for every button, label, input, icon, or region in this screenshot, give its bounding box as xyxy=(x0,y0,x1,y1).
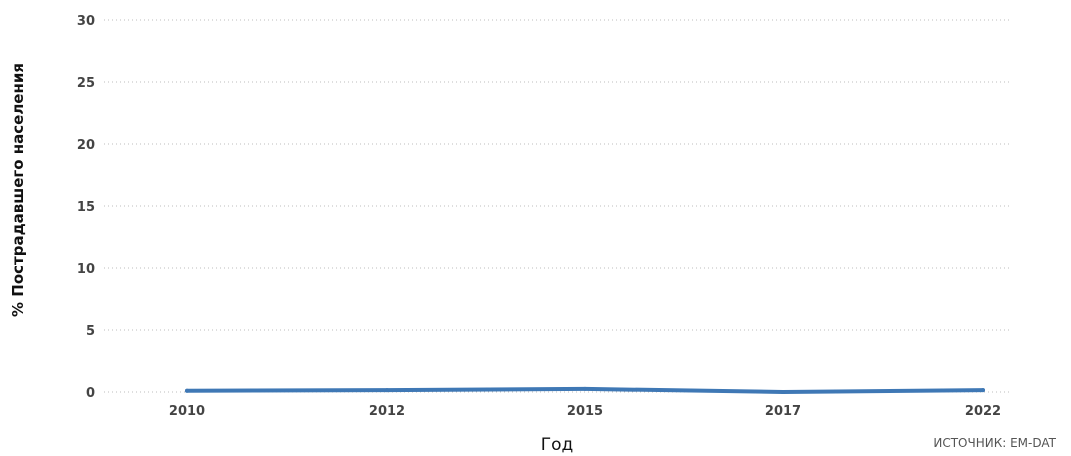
y-tick-label: 10 xyxy=(77,262,95,277)
y-tick-label: 0 xyxy=(86,386,95,401)
y-tick-label: 20 xyxy=(77,138,95,153)
data-point xyxy=(781,390,785,394)
y-axis-title: % Пострадавшего населения xyxy=(9,63,27,317)
series-layer xyxy=(185,386,985,394)
x-axis-title: Год xyxy=(541,435,574,455)
y-tick-label: 15 xyxy=(77,200,95,215)
data-point xyxy=(385,388,389,393)
x-tick-label: 2010 xyxy=(169,404,205,419)
data-point xyxy=(185,388,189,393)
x-tick-label: 2015 xyxy=(567,404,603,419)
y-tick-label: 25 xyxy=(77,76,95,91)
x-tick-label: 2012 xyxy=(369,404,405,419)
gridlines xyxy=(104,19,1012,393)
source-note: ИСТОЧНИК: EM-DAT xyxy=(933,436,1056,450)
y-axis-ticks: 0 5 10 15 20 25 30 xyxy=(77,14,95,401)
y-tick-label: 5 xyxy=(86,324,95,339)
y-tick-label: 30 xyxy=(77,14,95,29)
data-point xyxy=(981,388,985,393)
x-axis-ticks: 2010 2012 2015 2017 2022 xyxy=(169,404,1001,419)
x-tick-label: 2017 xyxy=(765,404,801,419)
x-tick-label: 2022 xyxy=(965,404,1001,419)
data-point xyxy=(583,386,587,391)
